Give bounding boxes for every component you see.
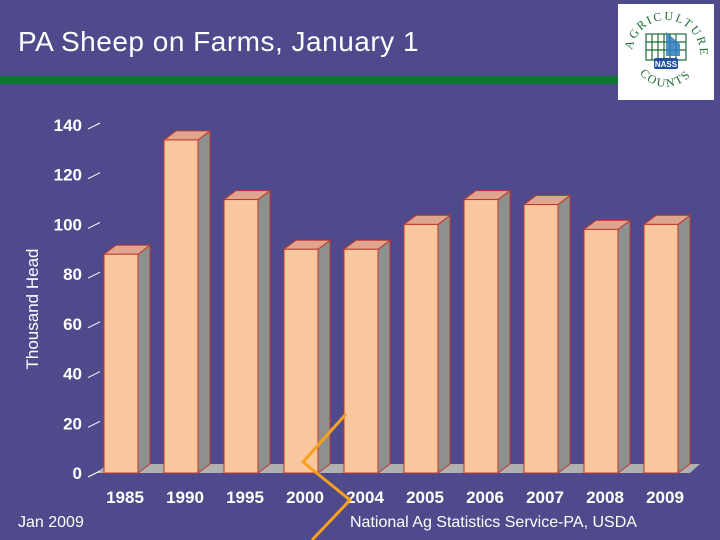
bar-side [437,214,451,474]
bar [643,223,679,474]
y-tick [87,470,101,478]
axis-break-annotation [300,412,353,540]
y-tick [87,122,101,130]
bar-side [197,129,211,474]
y-tick-label: 80 [63,265,82,284]
bar [343,248,379,474]
bar-side [497,189,511,474]
y-tick [87,172,101,180]
x-tick-label: 2000 [286,488,324,507]
x-tick-label: 2009 [646,488,684,507]
x-tick-label: 2007 [526,488,564,507]
y-tick-label: 20 [63,414,82,433]
logo-badge: NASS [655,60,678,69]
x-tick-label: 1990 [166,488,204,507]
agriculture-counts-logo: AGRICULTURE NASS COUNTS [618,4,714,100]
bar [403,223,439,474]
bar-side [257,189,271,474]
title-divider [0,76,620,84]
y-axis-title: Thousand Head [23,249,42,370]
y-tick-label: 140 [54,116,82,135]
bar [463,199,499,474]
x-tick-label: 2005 [406,488,444,507]
y-tick-label: 60 [63,315,82,334]
x-tick-label: 2004 [346,488,384,507]
y-tick [87,221,101,229]
y-tick [87,420,101,428]
y-tick-label: 100 [54,215,82,234]
y-tick [87,371,101,379]
x-tick-label: 1995 [226,488,264,507]
bar [283,248,319,474]
bar [103,253,139,474]
y-tick-label: 120 [54,166,82,185]
footer-source: National Ag Statistics Service-PA, USDA [350,514,637,531]
slide-title: PA Sheep on Farms, January 1 [18,26,420,57]
x-tick-label: 2008 [586,488,624,507]
x-tick-label: 1985 [106,488,144,507]
y-tick-label: 0 [73,464,82,483]
bar-side [557,194,571,474]
y-tick [87,321,101,329]
bar [583,228,619,474]
bar [223,199,259,474]
bar [523,204,559,474]
y-tick [87,271,101,279]
bar [163,139,199,474]
footer-date: Jan 2009 [18,514,84,531]
y-tick-label: 40 [63,365,82,384]
logo-icon: AGRICULTURE NASS COUNTS [621,9,709,91]
bar-side [377,239,391,474]
bar-side [677,214,691,474]
x-tick-label: 2006 [466,488,504,507]
bar-side [617,219,631,474]
bar-side [137,244,151,474]
